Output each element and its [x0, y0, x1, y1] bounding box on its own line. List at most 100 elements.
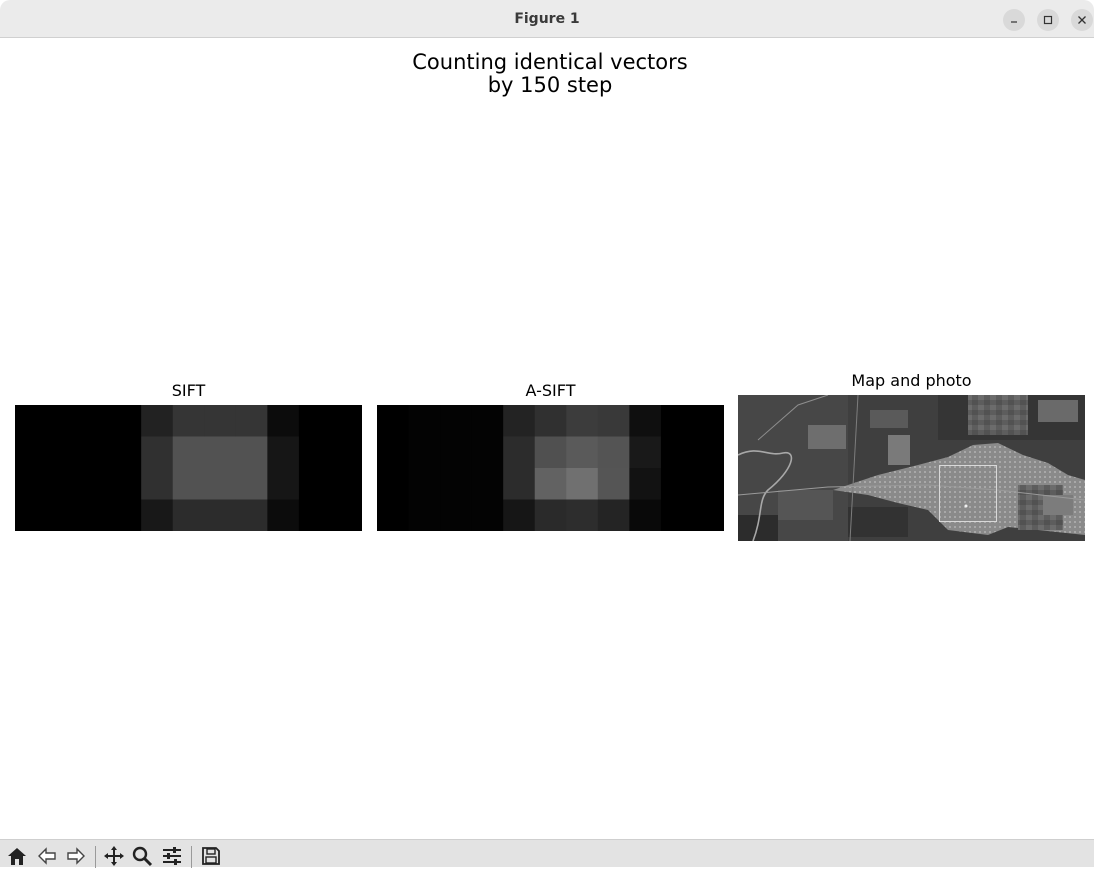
matplotlib-toolbar [0, 839, 1094, 869]
figure-suptitle: Counting identical vectors by 150 step [0, 51, 1094, 97]
heatmap-cell [204, 436, 237, 469]
heatmap-cell [692, 436, 724, 469]
heatmap-cell [377, 436, 410, 469]
heatmap-cell [109, 405, 142, 438]
heatmap-cell [15, 499, 48, 531]
heatmap-cell [440, 468, 473, 501]
save-icon [202, 847, 220, 865]
heatmap-cell [377, 468, 410, 501]
heatmap-cell [330, 405, 362, 438]
maximize-button[interactable] [1037, 9, 1059, 31]
heatmap-cell [660, 468, 694, 501]
heatmap-cell [503, 405, 536, 438]
heatmap-cell [629, 468, 662, 501]
back-icon [38, 847, 56, 865]
heatmap-cell [377, 499, 410, 531]
heatmap-cell [566, 468, 599, 501]
maximize-icon [1043, 15, 1053, 25]
heatmap-cell [408, 405, 441, 438]
forward-button[interactable] [63, 843, 89, 869]
forward-icon [67, 847, 85, 865]
suptitle-line-2: by 150 step [487, 73, 613, 97]
heatmap-cell [629, 436, 662, 469]
heatmap-cell [692, 405, 724, 438]
map-terrain [738, 395, 1085, 541]
toolbar-separator [95, 846, 96, 868]
pan-icon [104, 846, 124, 866]
heatmap-cell [298, 499, 332, 531]
pan-button[interactable] [101, 843, 127, 869]
photo-region-rectangle [939, 465, 997, 522]
heatmap-cell [235, 405, 268, 438]
sift-axes-title: SIFT [171, 381, 206, 400]
heatmap-cell [235, 499, 268, 531]
heatmap-cell [534, 405, 567, 438]
heatmap-cell [503, 468, 536, 501]
heatmap-cell [629, 499, 662, 531]
heatmap-cell [204, 468, 237, 501]
heatmap-cell [109, 436, 142, 469]
heatmap-cell [78, 499, 111, 531]
heatmap-cell [377, 405, 410, 438]
heatmap-cell [408, 436, 441, 469]
heatmap-cell [46, 499, 79, 531]
photo-center-marker [964, 504, 968, 508]
heatmap-cell [78, 405, 111, 438]
heatmap-cell [534, 436, 567, 469]
heatmap-cell [597, 468, 630, 501]
heatmap-cell [660, 436, 694, 469]
zoom-button[interactable] [129, 843, 155, 869]
asift-heatmap-image[interactable] [377, 405, 724, 531]
heatmap-cell [298, 405, 332, 438]
heatmap-cell [15, 468, 48, 501]
map-road-3 [738, 484, 1085, 501]
heatmap-cell [172, 468, 205, 501]
heatmap-cell [471, 499, 504, 531]
heatmap-cell [503, 499, 536, 531]
back-button[interactable] [34, 843, 60, 869]
heatmap-cell [172, 436, 205, 469]
heatmap-cell [692, 468, 724, 501]
map-river [738, 450, 793, 541]
window-title-bar[interactable]: Figure 1 [0, 0, 1094, 38]
heatmap-cell [141, 405, 174, 438]
heatmap-cell [204, 405, 237, 438]
heatmap-cell [534, 499, 567, 531]
heatmap-cell [330, 468, 362, 501]
heatmap-cell [267, 405, 300, 438]
heatmap-cell [15, 405, 48, 438]
heatmap-cell [408, 499, 441, 531]
heatmap-cell [692, 499, 724, 531]
heatmap-cell [15, 436, 48, 469]
figure-canvas[interactable]: Counting identical vectors by 150 step S… [0, 39, 1094, 839]
map-road-1 [757, 395, 829, 441]
sift-heatmap-image[interactable] [15, 405, 362, 531]
home-icon [8, 848, 26, 865]
heatmap-cell [298, 436, 332, 469]
heatmap-cell [78, 436, 111, 469]
toolbar-separator [191, 846, 192, 868]
heatmap-cell [629, 405, 662, 438]
heatmap-cell [46, 436, 79, 469]
zoom-icon [132, 846, 153, 867]
heatmap-cell [597, 405, 630, 438]
heatmap-cell [46, 468, 79, 501]
close-button[interactable] [1071, 9, 1093, 31]
heatmap-cell [267, 436, 300, 469]
window-title: Figure 1 [514, 11, 580, 27]
heatmap-cell [172, 405, 205, 438]
heatmap-cell [330, 499, 362, 531]
configure-subplots-button[interactable] [159, 843, 185, 869]
minimize-button[interactable] [1003, 9, 1025, 31]
heatmap-cell [503, 436, 536, 469]
heatmap-cell [660, 499, 694, 531]
map-and-photo-image[interactable] [738, 395, 1085, 541]
heatmap-cell [440, 405, 473, 438]
heatmap-cell [109, 499, 142, 531]
heatmap-cell [597, 499, 630, 531]
save-button[interactable] [198, 843, 224, 869]
heatmap-cell [235, 436, 268, 469]
home-button[interactable] [4, 843, 30, 869]
heatmap-cell [566, 436, 599, 469]
heatmap-cell [597, 436, 630, 469]
